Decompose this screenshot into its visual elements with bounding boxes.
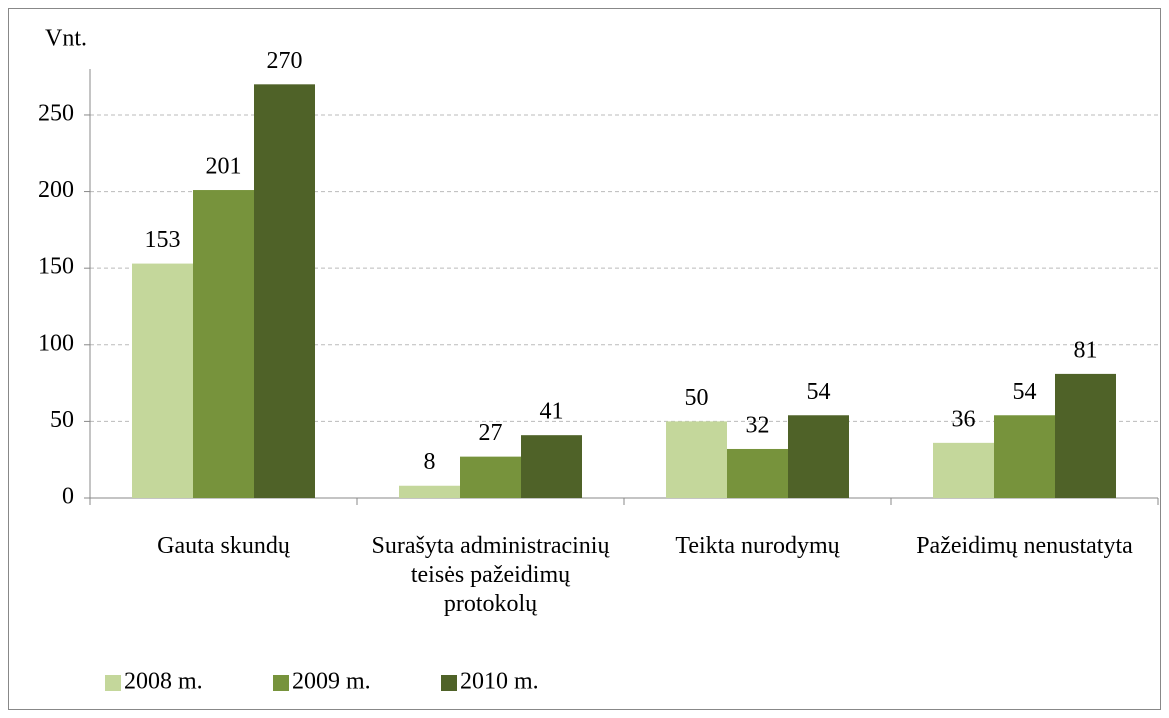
y-tick-label: 100 [38,330,74,356]
data-label: 153 [145,227,181,253]
data-label: 54 [807,379,831,405]
data-label: 201 [206,154,242,180]
bar [788,415,849,498]
x-tick-label: Gauta skundų [157,533,290,559]
bar [666,421,727,498]
legend-swatch [105,675,121,691]
legend-swatch [441,675,457,691]
x-tick-label: Pažeidimų nenustatyta [916,533,1133,559]
legend-label: 2008 m. [124,669,203,695]
bar [994,415,1055,498]
data-label: 81 [1074,337,1098,363]
data-label: 270 [267,48,303,74]
x-tick-label: Surašyta administracinių teisės pažeidim… [371,533,610,617]
bar [254,84,315,499]
legend-label: 2010 m. [460,669,539,695]
legend-label: 2009 m. [292,669,371,695]
data-label: 50 [685,385,709,411]
bar [521,435,582,498]
bar [933,442,994,498]
data-label: 54 [1013,379,1037,405]
y-axis-label: Vnt. [45,26,87,52]
bar [727,448,788,498]
data-label: 41 [540,399,564,425]
y-tick-label: 0 [62,484,74,510]
data-label: 32 [746,412,770,438]
y-tick-label: 150 [38,254,74,280]
data-label: 8 [424,449,436,475]
legend-swatch [273,675,289,691]
y-tick-label: 50 [50,407,74,433]
bar [399,485,460,498]
y-tick-label: 200 [38,177,74,203]
x-tick-label: Teikta nurodymų [675,533,840,559]
data-label: 27 [479,420,503,446]
data-label: 36 [952,406,976,432]
bar [132,263,193,498]
bar [1055,373,1116,498]
y-tick-label: 250 [38,100,74,126]
bar [460,456,521,498]
bar [193,190,254,498]
